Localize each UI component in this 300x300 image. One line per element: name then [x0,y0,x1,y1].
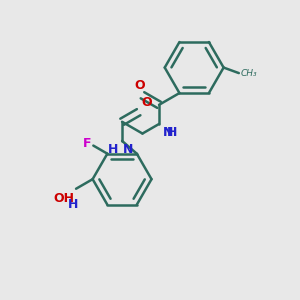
Text: N: N [123,143,133,156]
Text: N: N [163,126,173,139]
Text: H: H [68,199,78,212]
Text: O: O [134,79,145,92]
Text: H: H [108,143,118,156]
Text: CH₃: CH₃ [240,70,257,79]
Text: H: H [167,126,178,139]
Text: OH: OH [54,192,75,205]
Text: F: F [83,137,91,150]
Text: O: O [142,96,152,109]
